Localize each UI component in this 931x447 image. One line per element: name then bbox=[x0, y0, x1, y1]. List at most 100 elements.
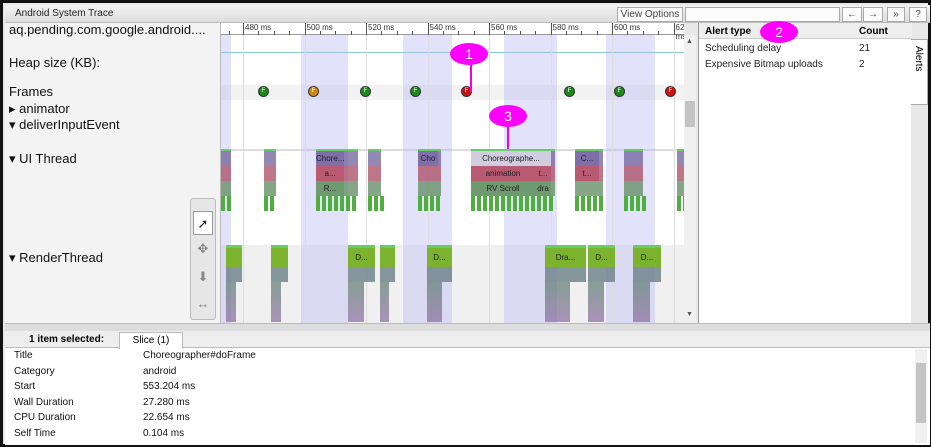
thread-slice[interactable] bbox=[418, 181, 441, 196]
child-slice[interactable] bbox=[340, 196, 344, 211]
scrollbar-thumb[interactable] bbox=[685, 101, 695, 127]
help-button[interactable]: ? bbox=[909, 7, 927, 22]
alerts-tab[interactable]: Alerts bbox=[911, 39, 928, 105]
child-slice[interactable] bbox=[537, 196, 541, 211]
thread-slice[interactable] bbox=[368, 181, 381, 196]
thread-slice[interactable] bbox=[624, 181, 643, 196]
child-slice[interactable] bbox=[424, 196, 428, 211]
timeline[interactable]: 480 ms 500 ms 520 ms 540 ms 560 ms 580 ms 600 … bbox=[221, 23, 684, 323]
selection-tool-icon[interactable]: ➚ bbox=[193, 211, 213, 235]
thread-slice[interactable] bbox=[418, 166, 441, 181]
child-slice[interactable] bbox=[501, 196, 505, 211]
child-slice[interactable] bbox=[316, 196, 320, 211]
panel-splitter[interactable] bbox=[5, 323, 930, 331]
render-thread-track[interactable]: ▾ RenderThread bbox=[9, 250, 103, 266]
render-child-slice[interactable] bbox=[633, 282, 650, 322]
render-slice[interactable]: D... bbox=[427, 248, 452, 267]
child-slice[interactable] bbox=[489, 196, 493, 211]
child-slice[interactable] bbox=[264, 196, 268, 211]
child-slice[interactable] bbox=[221, 196, 225, 211]
child-slice[interactable] bbox=[471, 196, 475, 211]
frame-marker-good[interactable]: F bbox=[614, 86, 625, 97]
child-slice[interactable] bbox=[477, 196, 481, 211]
prev-result-button[interactable]: ← bbox=[842, 7, 862, 22]
child-slice[interactable] bbox=[328, 196, 332, 211]
child-slice[interactable] bbox=[575, 196, 579, 211]
thread-slice[interactable] bbox=[368, 151, 381, 166]
child-slice[interactable] bbox=[525, 196, 529, 211]
render-slice[interactable] bbox=[380, 267, 395, 282]
render-child-slice[interactable] bbox=[427, 282, 442, 322]
render-child-slice[interactable] bbox=[545, 282, 570, 322]
thread-slice[interactable] bbox=[221, 166, 231, 181]
child-slice[interactable] bbox=[642, 196, 646, 211]
child-slice[interactable] bbox=[418, 196, 422, 211]
child-slice[interactable] bbox=[636, 196, 640, 211]
child-slice[interactable] bbox=[436, 196, 440, 211]
render-slice[interactable] bbox=[271, 248, 288, 267]
thread-slice[interactable] bbox=[575, 181, 603, 196]
frame-marker-good[interactable]: F bbox=[360, 86, 371, 97]
alert-type-header[interactable]: Alert type bbox=[705, 26, 752, 37]
thread-slice[interactable]: Cho bbox=[418, 151, 438, 166]
thread-slice[interactable] bbox=[221, 151, 231, 166]
render-child-slice[interactable] bbox=[588, 282, 605, 322]
child-slice[interactable] bbox=[624, 196, 628, 211]
render-slice[interactable]: Dra... bbox=[545, 248, 586, 267]
child-slice[interactable] bbox=[531, 196, 535, 211]
thread-slice[interactable]: animation bbox=[471, 166, 535, 181]
frame-marker-good[interactable]: F bbox=[564, 86, 575, 97]
child-slice[interactable] bbox=[507, 196, 511, 211]
next-result-button[interactable]: → bbox=[863, 7, 883, 22]
collapse-arrow-icon[interactable]: ▾ bbox=[9, 151, 16, 166]
pan-tool-icon[interactable]: ✥ bbox=[197, 241, 209, 256]
render-slice[interactable] bbox=[271, 267, 288, 282]
expand-arrow-icon[interactable]: ▸ bbox=[9, 101, 16, 116]
thread-slice[interactable] bbox=[677, 181, 684, 196]
count-header[interactable]: Count bbox=[859, 26, 888, 37]
thread-slice[interactable]: t... bbox=[575, 166, 599, 181]
child-slice[interactable] bbox=[374, 196, 378, 211]
thread-slice[interactable]: C... bbox=[575, 151, 599, 166]
child-slice[interactable] bbox=[495, 196, 499, 211]
render-child-slice[interactable] bbox=[271, 282, 282, 322]
child-slice[interactable] bbox=[677, 196, 681, 211]
frame-marker-good[interactable]: F bbox=[410, 86, 421, 97]
alert-row[interactable]: Expensive Bitmap uploads bbox=[705, 59, 823, 70]
render-child-slice[interactable] bbox=[380, 282, 389, 322]
thread-slice[interactable] bbox=[221, 181, 231, 196]
collapse-arrow-icon[interactable]: ▾ bbox=[9, 250, 16, 265]
thread-slice[interactable] bbox=[677, 151, 684, 166]
render-slice[interactable] bbox=[588, 267, 615, 282]
thread-slice[interactable] bbox=[624, 151, 643, 166]
thread-slice[interactable]: RV Scroll bbox=[471, 181, 535, 196]
render-slice[interactable]: D... bbox=[633, 248, 661, 267]
thread-slice[interactable] bbox=[624, 166, 643, 181]
frame-marker-bad[interactable]: F bbox=[665, 86, 676, 97]
child-slice[interactable] bbox=[593, 196, 597, 211]
render-child-slice[interactable] bbox=[226, 282, 236, 322]
thread-slice[interactable]: t... bbox=[535, 166, 551, 181]
slice-tab[interactable]: Slice (1) bbox=[119, 332, 183, 349]
thread-slice[interactable]: Chore... bbox=[316, 151, 344, 166]
render-slice[interactable] bbox=[427, 267, 452, 282]
time-ruler[interactable]: 480 ms 500 ms 520 ms 540 ms 560 ms 580 ms 600 … bbox=[221, 23, 684, 41]
child-slice[interactable] bbox=[322, 196, 326, 211]
child-slice[interactable] bbox=[683, 196, 684, 211]
alert-row[interactable]: Scheduling delay bbox=[705, 43, 782, 54]
render-slice[interactable] bbox=[633, 267, 661, 282]
render-slice[interactable] bbox=[545, 267, 586, 282]
render-slice[interactable] bbox=[226, 267, 242, 282]
thread-slice[interactable]: dra bbox=[535, 181, 551, 196]
thread-slice[interactable] bbox=[368, 166, 381, 181]
collapse-arrow-icon[interactable]: ▾ bbox=[9, 117, 16, 132]
child-slice[interactable] bbox=[599, 196, 603, 211]
render-slice[interactable] bbox=[348, 267, 375, 282]
view-options-button[interactable]: View Options ▾ bbox=[617, 7, 683, 33]
render-child-slice[interactable] bbox=[348, 282, 365, 322]
timeline-scrollbar[interactable]: ▲ ▼ bbox=[684, 35, 696, 323]
ui-thread-track[interactable]: ▾ UI Thread bbox=[9, 151, 77, 167]
thread-slice[interactable] bbox=[677, 166, 684, 181]
render-slice[interactable]: D... bbox=[588, 248, 615, 267]
child-slice[interactable] bbox=[549, 196, 553, 211]
